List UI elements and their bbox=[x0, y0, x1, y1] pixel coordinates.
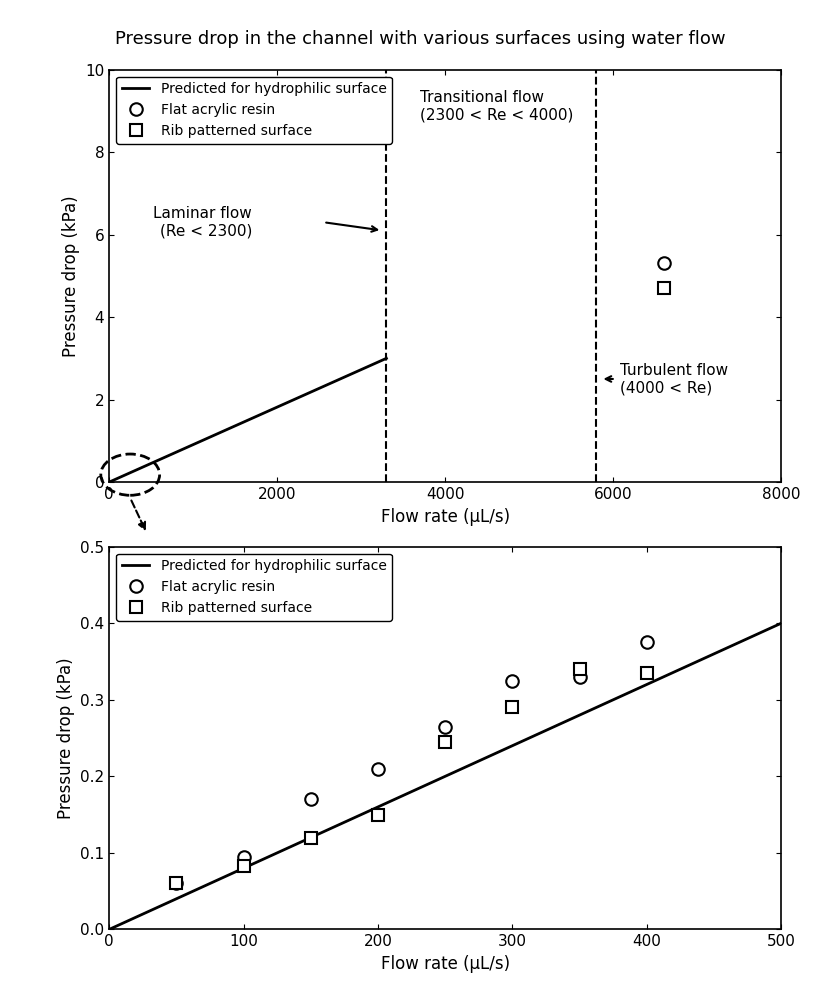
Legend: Predicted for hydrophilic surface, Flat acrylic resin, Rib patterned surface: Predicted for hydrophilic surface, Flat … bbox=[116, 77, 392, 143]
Text: Laminar flow
(Re < 2300): Laminar flow (Re < 2300) bbox=[153, 206, 252, 239]
Text: Turbulent flow
(4000 < Re): Turbulent flow (4000 < Re) bbox=[620, 363, 728, 396]
X-axis label: Flow rate (μL/s): Flow rate (μL/s) bbox=[381, 508, 510, 526]
Legend: Predicted for hydrophilic surface, Flat acrylic resin, Rib patterned surface: Predicted for hydrophilic surface, Flat … bbox=[116, 554, 392, 620]
Y-axis label: Pressure drop (kPa): Pressure drop (kPa) bbox=[56, 657, 75, 819]
X-axis label: Flow rate (μL/s): Flow rate (μL/s) bbox=[381, 955, 510, 973]
Text: Transitional flow
(2300 < Re < 4000): Transitional flow (2300 < Re < 4000) bbox=[420, 90, 574, 122]
Text: Pressure drop in the channel with various surfaces using water flow: Pressure drop in the channel with variou… bbox=[115, 30, 725, 48]
Y-axis label: Pressure drop (kPa): Pressure drop (kPa) bbox=[61, 195, 80, 357]
